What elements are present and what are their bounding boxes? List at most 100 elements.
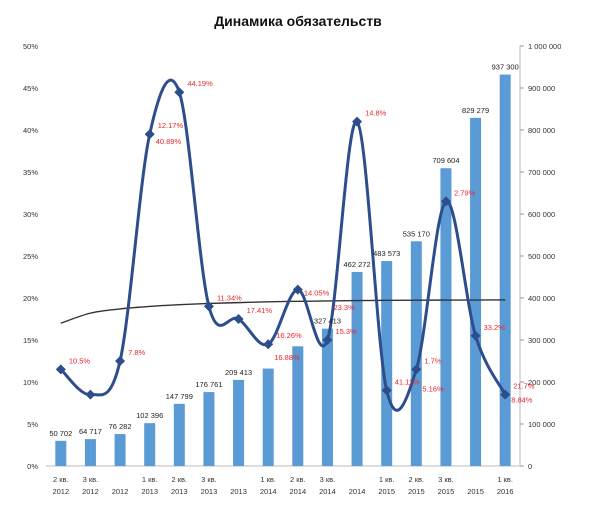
bar [321,328,333,466]
x-tick-year: 2012 [112,487,129,496]
x-tick-year: 2014 [289,487,306,496]
bar-value-label: 483 573 [373,249,400,258]
left-tick-label: 20% [23,294,38,303]
bar [410,241,422,466]
bar [55,440,67,466]
rate-value-label: 7.8% [128,348,145,357]
x-tick-label: 3 кв. [83,475,99,484]
rate-point [470,330,481,341]
bar-value-label: 50 702 [49,429,72,438]
rate-value-label: 17.41% [247,306,273,315]
bar [84,439,96,466]
bar [499,74,511,466]
rate-value-label: 14.8% [365,109,387,118]
rate-value-label: 5.16% [422,384,444,393]
x-tick-label: 3 кв. [438,475,454,484]
rate-point [144,129,155,140]
x-tick-year: 2012 [82,487,99,496]
left-tick-label: 0% [27,462,38,471]
rate-value-label: 44.19% [187,79,213,88]
right-tick-label: 100 000 [528,420,555,429]
left-tick-label: 10% [23,378,38,387]
chart-title: Динамика обязательств [214,13,382,29]
x-tick-year: 2013 [201,487,218,496]
bar [114,434,126,466]
bar-value-label: 327 413 [314,317,341,326]
left-tick-label: 15% [23,336,38,345]
rate-value-label: 14.05% [304,289,330,298]
x-tick-label: 1 кв. [260,475,276,484]
rate-point [263,339,274,350]
x-tick-year: 2014 [349,487,366,496]
rate-point [203,301,214,312]
x-tick-label: 2 кв. [53,475,69,484]
bar [233,379,245,466]
x-tick-label: 2 кв. [409,475,425,484]
rate-point [440,196,451,207]
x-tick-year: 2016 [497,487,514,496]
rate-value-label: 10.5% [69,356,91,365]
right-tick-label: 300 000 [528,336,555,345]
x-tick-year: 2013 [141,487,158,496]
rate-value-label: 33.2% [484,323,506,332]
rate-value-label: 8.84% [511,396,533,405]
x-tick-year: 2015 [408,487,425,496]
x-axis: 2 кв. 2012 3 кв. 2012 2012 1 кв. 2013 2 кв. 2013… [52,475,513,496]
x-tick-year: 2015 [467,487,484,496]
rate-point [292,284,303,295]
bar-value-label: 176 761 [195,380,222,389]
bar-value-label: 462 272 [344,260,371,269]
x-tick-year: 2014 [260,487,277,496]
right-tick-label: 600 000 [528,210,555,219]
right-tick-label: 800 000 [528,126,555,135]
left-tick-label: 25% [23,252,38,261]
x-tick-label: 1 кв. [497,475,513,484]
left-tick-label: 40% [23,126,38,135]
rate-point [381,385,392,396]
right-tick-label: 900 000 [528,84,555,93]
rate-point [500,389,511,400]
right-tick-label: 200 000 [528,378,555,387]
rate-value-label: 21.7% [513,382,535,391]
left-tick-label: 5% [27,420,38,429]
bar-value-label: 102 396 [136,411,163,420]
x-tick-label: 2 кв. [172,475,188,484]
rate-series [55,78,511,412]
x-tick-label: 2 кв. [290,475,306,484]
left-tick-label: 30% [23,210,38,219]
bar [144,423,156,466]
x-tick-year: 2015 [438,487,455,496]
rate-point [174,87,185,98]
x-tick-year: 2012 [52,487,69,496]
left-axis: 0% 5% 10% 15% 20% 25% 30% 35% 40% 45% 50% [23,42,38,471]
bar [173,403,185,466]
bar [292,346,304,466]
right-tick-label: 700 000 [528,168,555,177]
left-tick-label: 35% [23,168,38,177]
trend-series [60,299,506,324]
rate-value-label: 16.88% [274,353,300,362]
trend-line [60,299,506,324]
x-tick-year: 2014 [319,487,336,496]
rate-value-label: 2.79% [454,188,476,197]
rate-value-label: 11.34% [217,293,242,302]
rate-point [352,116,363,127]
bar [203,392,215,466]
bar-value-label: 76 282 [109,422,132,431]
bar [440,168,452,466]
bar [351,271,363,466]
bar-value-label: 147 799 [166,392,193,401]
right-tick-label: 0 [528,462,532,471]
bar-value-label: 937 300 [492,63,519,72]
rate-point [233,314,244,324]
right-tick-label: 500 000 [528,252,555,261]
rate-point [411,364,422,375]
x-tick-year: 2013 [230,487,247,496]
right-axis: 0 100 000 200 000 300 000 400 000 500 000 600 … [520,42,561,471]
rate-value-label: 23.3% [333,303,355,312]
left-tick-label: 50% [23,42,38,51]
bar-value-label: 64 717 [79,427,102,436]
